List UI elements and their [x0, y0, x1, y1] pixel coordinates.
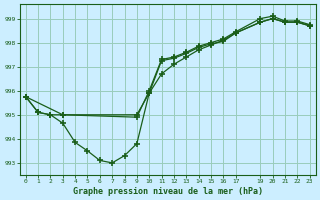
X-axis label: Graphe pression niveau de la mer (hPa): Graphe pression niveau de la mer (hPa): [73, 187, 263, 196]
